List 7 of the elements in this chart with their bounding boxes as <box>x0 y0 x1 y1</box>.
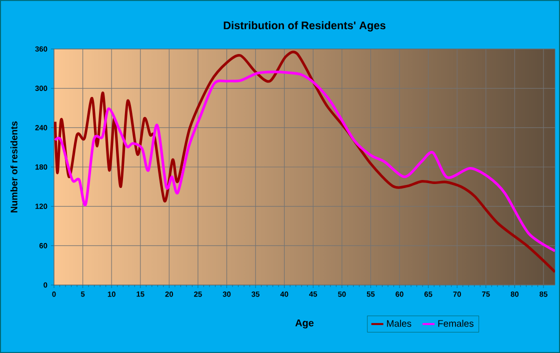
legend-label: Females <box>438 320 474 327</box>
x-axis-title: Age <box>295 319 314 328</box>
line-series <box>54 52 556 274</box>
line-series <box>54 70 556 252</box>
y-axis-title: Number of residents <box>10 121 18 212</box>
chart-title: Distribution of Residents' Ages <box>224 21 386 32</box>
legend-label: Males <box>387 320 412 327</box>
